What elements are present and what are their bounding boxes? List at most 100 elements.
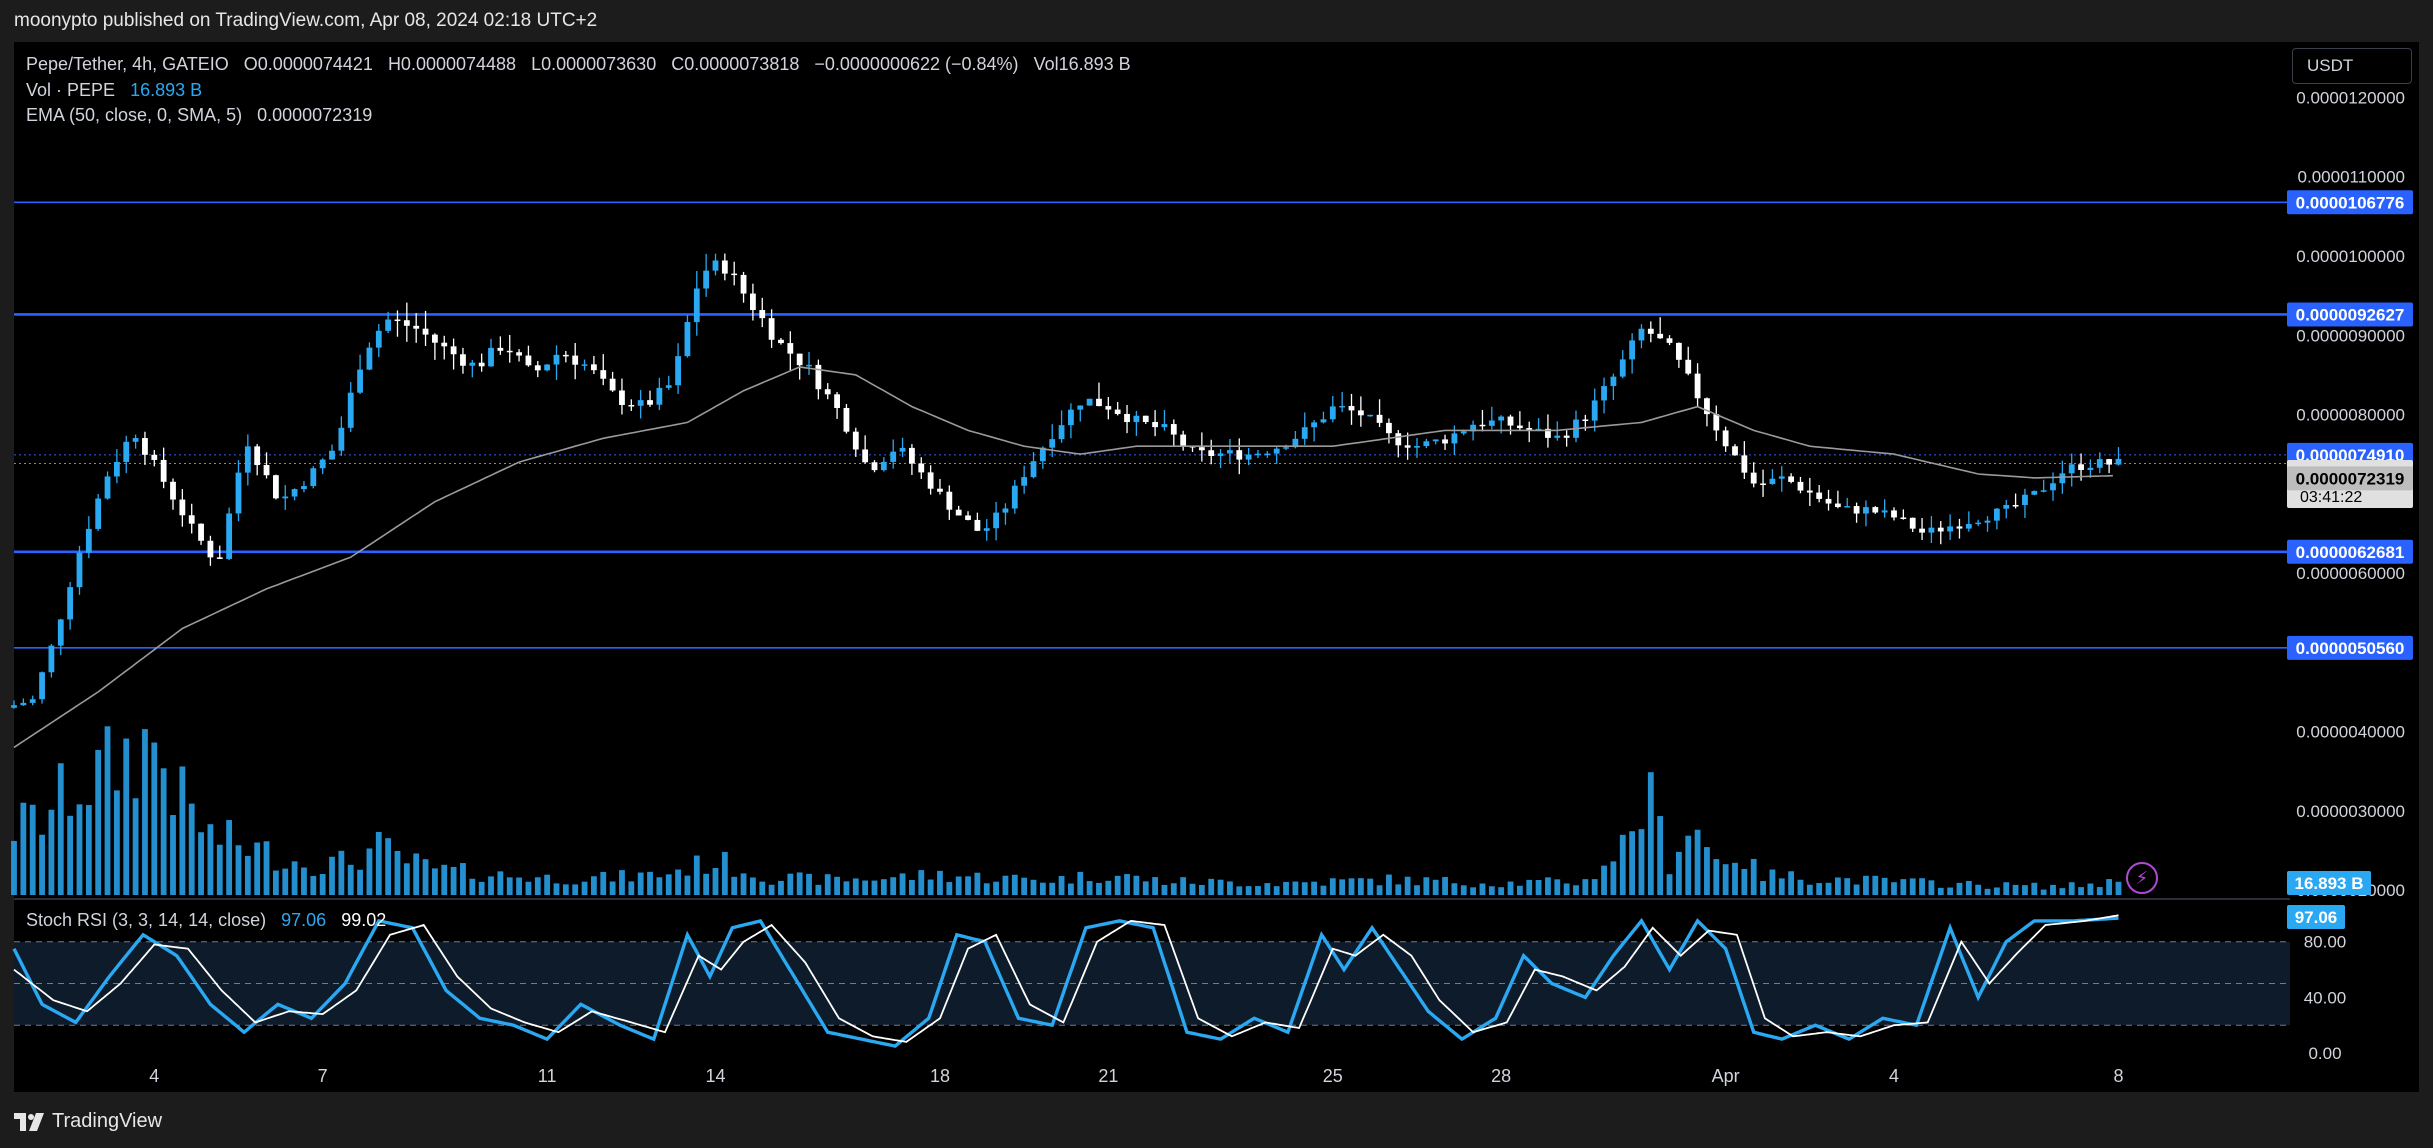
candle-body [1367,414,1374,417]
chart-frame[interactable] [14,42,2419,1092]
volume-bar [263,841,270,895]
volume-bar [656,877,663,895]
x-tick-label: 4 [149,1066,159,1086]
volume-bar [20,802,27,895]
candle-body [2022,494,2028,506]
volume-bar [1432,879,1439,895]
volume-bar [1507,881,1514,895]
candle-body [1937,527,1944,532]
candle-body [1245,454,1252,460]
volume-bar [1769,869,1776,895]
volume-bar [824,874,831,895]
volume-bar [1675,851,1682,895]
tradingview-logo[interactable]: TradingView [14,1110,162,1133]
candle-body [11,705,17,708]
candle-body [628,404,635,407]
volume-bar [871,880,878,895]
candle-body [965,515,971,520]
volume-bar [29,804,36,895]
volume-bar [740,873,747,895]
volume-bar [441,864,448,895]
candle-body [1030,461,1037,478]
candle-body [1058,425,1065,440]
volume-bar [899,873,906,895]
candle-body [132,438,139,442]
stoch-k-price-tag-bg [2287,905,2345,929]
candle-body [2040,490,2047,492]
candle-body [179,499,186,516]
candle-body [796,353,803,366]
flash-icon[interactable]: ⚡ [2126,862,2158,894]
volume-bar [329,856,335,895]
x-tick-label: Apr [1712,1066,1740,1086]
candle-body [488,347,494,367]
candle-body [1470,424,1477,432]
candle-body [226,513,233,559]
volume-bar [385,838,392,895]
candle-body [1685,359,1692,374]
tradingview-brand: TradingView [52,1110,163,1132]
volume-bar [347,864,354,895]
x-tick-label: 11 [538,1066,557,1086]
volume-bar [918,870,925,895]
volume-bar [1460,885,1467,895]
candle-body [1086,398,1093,406]
legend-low: L0.0000073630 [531,54,657,74]
volume-bar [1292,881,1299,895]
volume-bar [1666,874,1673,895]
level-price-tag: 0.0000092627 [2296,305,2405,324]
legend-stoch-label: Stoch RSI (3, 3, 14, 14, close) [26,910,267,930]
legend-stoch-k: 97.06 [281,910,327,930]
candle-body [806,364,812,367]
candle-body [1666,338,1673,343]
volume-bar [2003,882,2010,895]
volume-bar [600,871,607,895]
volume-bar [1825,882,1832,895]
y-tick-label: 0.0000100000 [2296,247,2405,266]
candle-body [1657,333,1664,339]
x-tick-label: 18 [930,1066,950,1086]
legend-stoch-d: 99.02 [341,910,387,930]
volume-bar [2096,887,2103,895]
candle-body [375,330,382,348]
volume-bar [1806,884,1813,895]
candle-body [656,387,663,405]
volume-bar [2050,884,2056,895]
candle-body [347,392,354,428]
volume-bar [768,884,775,895]
candle-body [787,343,794,354]
candle-body [647,400,653,405]
candle-body [104,476,111,499]
candle-body [1002,508,1009,513]
level-price-tag-bg [2287,190,2413,215]
candle-body [750,293,756,311]
candle-body [721,260,728,274]
candle-body [151,454,158,460]
candle-body [460,354,466,366]
candle-body [927,472,934,489]
x-tick-label: 4 [1889,1066,1899,1086]
candle-body [235,472,242,514]
candle-body [824,389,831,395]
volume-bar [142,729,148,895]
volume-bar [1601,865,1607,895]
volume-bar [310,875,317,895]
candle-body [1376,414,1383,423]
y-tick-label: 0.0000080000 [2296,406,2405,425]
y-tick-label: 0.0000060000 [2296,564,2405,583]
legend-vol-value: 16.893 B [130,80,203,100]
volume-bar [478,881,485,895]
candle-body [759,310,766,319]
legend-vol: Vol16.893 B [1033,54,1131,74]
candle-body [993,512,999,529]
volume-bar [1563,883,1570,895]
candle-body [1750,472,1757,484]
candle-body [871,462,878,471]
candle-body [2003,505,2010,509]
volume-bar [2115,881,2122,895]
candle-body [955,509,962,516]
currency-button[interactable]: USDT [2292,48,2412,84]
candle-body [216,557,223,559]
candle-body [2096,459,2103,468]
